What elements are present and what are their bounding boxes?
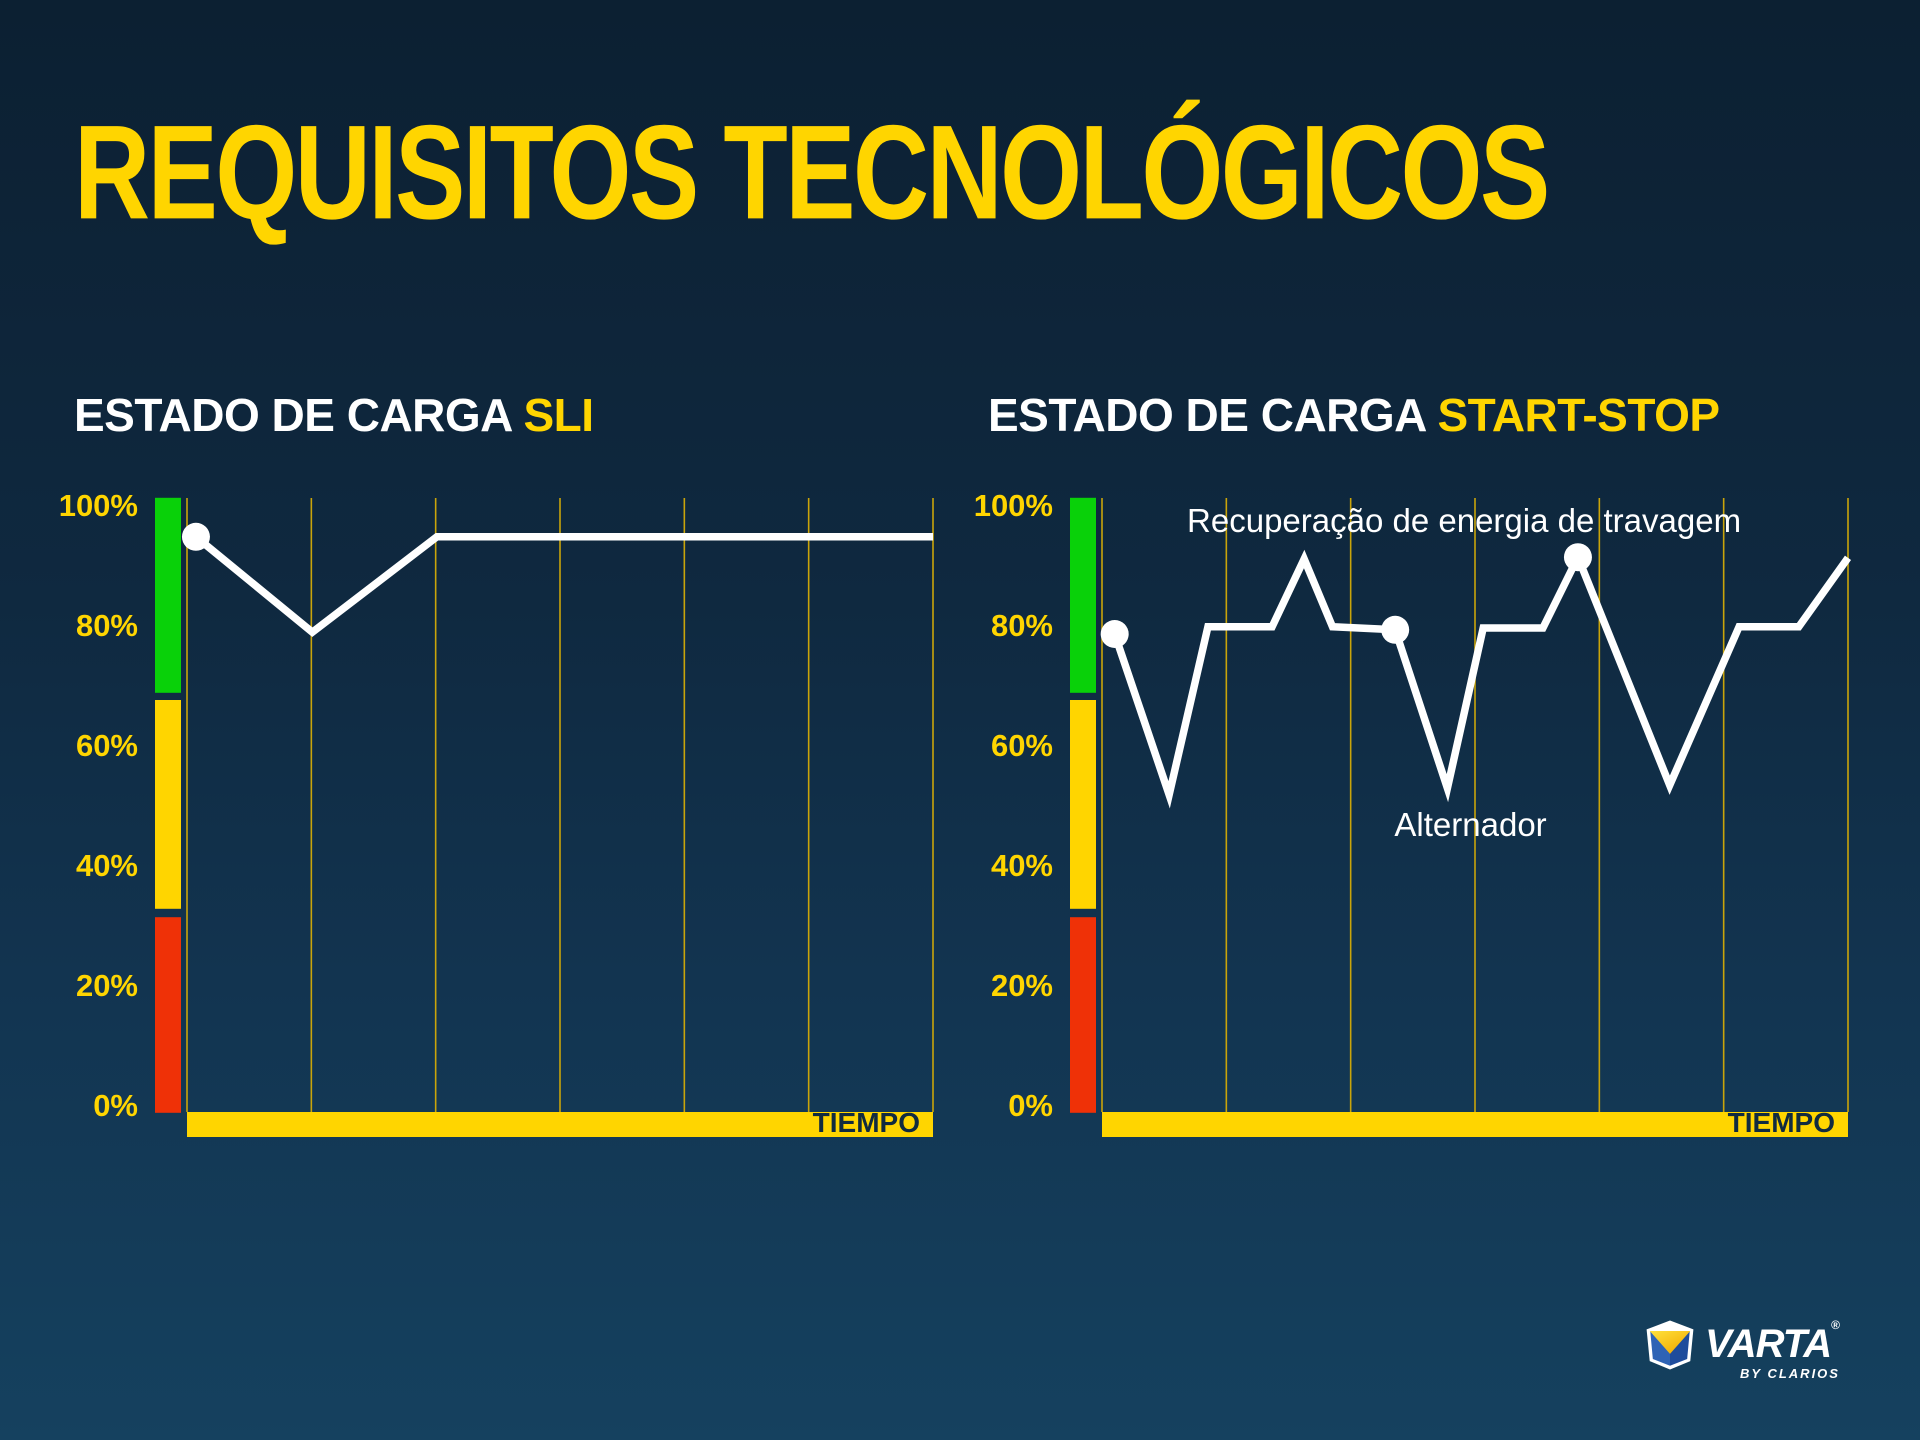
chart-title-sli-main: ESTADO DE CARGA [74,389,524,441]
annotation-label: Recuperação de energia de travagem [1187,502,1741,539]
chart-title-start-stop-main: ESTADO DE CARGA [988,389,1438,441]
soc-zone-red [155,917,181,1113]
x-axis-label: TIEMPO [813,1107,920,1138]
y-tick-label: 80% [76,608,138,643]
y-tick-label: 0% [1008,1088,1053,1123]
soc-zone-yellow [155,700,181,909]
data-point-dot [1381,615,1410,644]
y-tick-label: 60% [76,728,138,763]
y-tick-label: 40% [991,848,1053,883]
varta-logo: VARTA® BY CLARIOS [1644,1318,1840,1381]
data-point-dot [1563,543,1592,572]
y-tick-label: 100% [59,488,138,523]
varta-byline: BY CLARIOS [1740,1366,1840,1381]
x-axis-bar [1102,1112,1848,1137]
soc-zone-green [155,497,181,693]
y-tick-label: 20% [991,968,1053,1003]
registered-mark: ® [1831,1318,1840,1332]
soc-zone-green [1070,497,1096,693]
chart-estado-de-carga-start-stop: TIEMPO 100% 80% 60% 40% 20% 0% Recuperação de e… [974,488,1852,1138]
y-tick-label: 80% [991,608,1053,643]
soc-zone-red [1070,917,1096,1113]
y-tick-label: 20% [76,968,138,1003]
chart-title-sli-accent: SLI [523,389,594,441]
x-axis-bar [187,1112,933,1137]
y-tick-label: 40% [76,848,138,883]
data-point-dot [1100,620,1129,648]
varta-brand-text: VARTA [1705,1322,1832,1366]
y-tick-label: 60% [991,728,1053,763]
varta-wordmark: VARTA® [1705,1318,1840,1366]
data-point-dot [181,522,210,551]
page-title: REQUISITOS TECNOLÓGICOS [74,98,1550,248]
chart-title-start-stop: ESTADO DE CARGA START-STOP [988,392,1720,438]
soc-zone-yellow [1070,700,1096,909]
chart-estado-de-carga-sli: TIEMPO 100% 80% 60% 40% 20% 0% [59,488,934,1138]
varta-cube-icon [1646,1320,1694,1370]
y-tick-label: 0% [93,1088,138,1123]
soc-line [193,533,933,637]
x-axis-label: TIEMPO [1728,1107,1835,1138]
y-tick-label: 100% [974,488,1053,523]
soc-line [1111,548,1852,809]
chart-title-sli: ESTADO DE CARGA SLI [74,392,594,438]
annotation-label: Alternador [1394,806,1546,843]
chart-title-start-stop-accent: START-STOP [1437,389,1720,441]
